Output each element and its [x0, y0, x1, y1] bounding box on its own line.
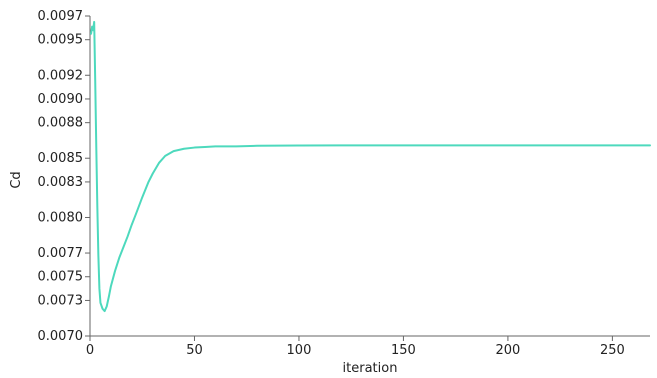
y-tick-label: 0.0070: [38, 329, 84, 344]
series-layer: [90, 20, 651, 313]
x-tick-label: 200: [495, 343, 520, 358]
x-tick-label: 250: [600, 343, 625, 358]
x-tick-label: 0: [86, 343, 94, 358]
x-tick-label: 150: [391, 343, 416, 358]
y-tick-label: 0.0077: [38, 246, 84, 261]
y-tick-label: 0.0092: [38, 68, 84, 83]
y-tick-label: 0.0095: [38, 33, 84, 48]
y-tick-label: 0.0073: [38, 293, 84, 308]
y-tick-label: 0.0083: [38, 175, 84, 190]
x-axis-ticks: 0 50 100 150 200 250: [86, 336, 625, 358]
cd-series-line: [90, 20, 651, 313]
x-tick-label: 100: [287, 343, 312, 358]
y-tick-label: 0.0097: [38, 9, 84, 24]
y-tick-label: 0.0075: [38, 270, 84, 285]
x-axis-title: iteration: [343, 361, 398, 376]
y-tick-label: 0.0080: [38, 210, 84, 225]
y-axis-title: Cd: [9, 171, 24, 188]
y-tick-label: 0.0088: [38, 116, 84, 131]
y-tick-label: 0.0085: [38, 151, 84, 166]
y-axis-ticks: 0.0070 0.0073 0.0075 0.0077 0.0080 0.0083 0.00…: [38, 9, 90, 344]
x-tick-label: 50: [186, 343, 203, 358]
plot-area: 0.0070 0.0073 0.0075 0.0077 0.0080 0.0083 0.00…: [38, 9, 651, 358]
y-tick-label: 0.0090: [38, 92, 84, 107]
